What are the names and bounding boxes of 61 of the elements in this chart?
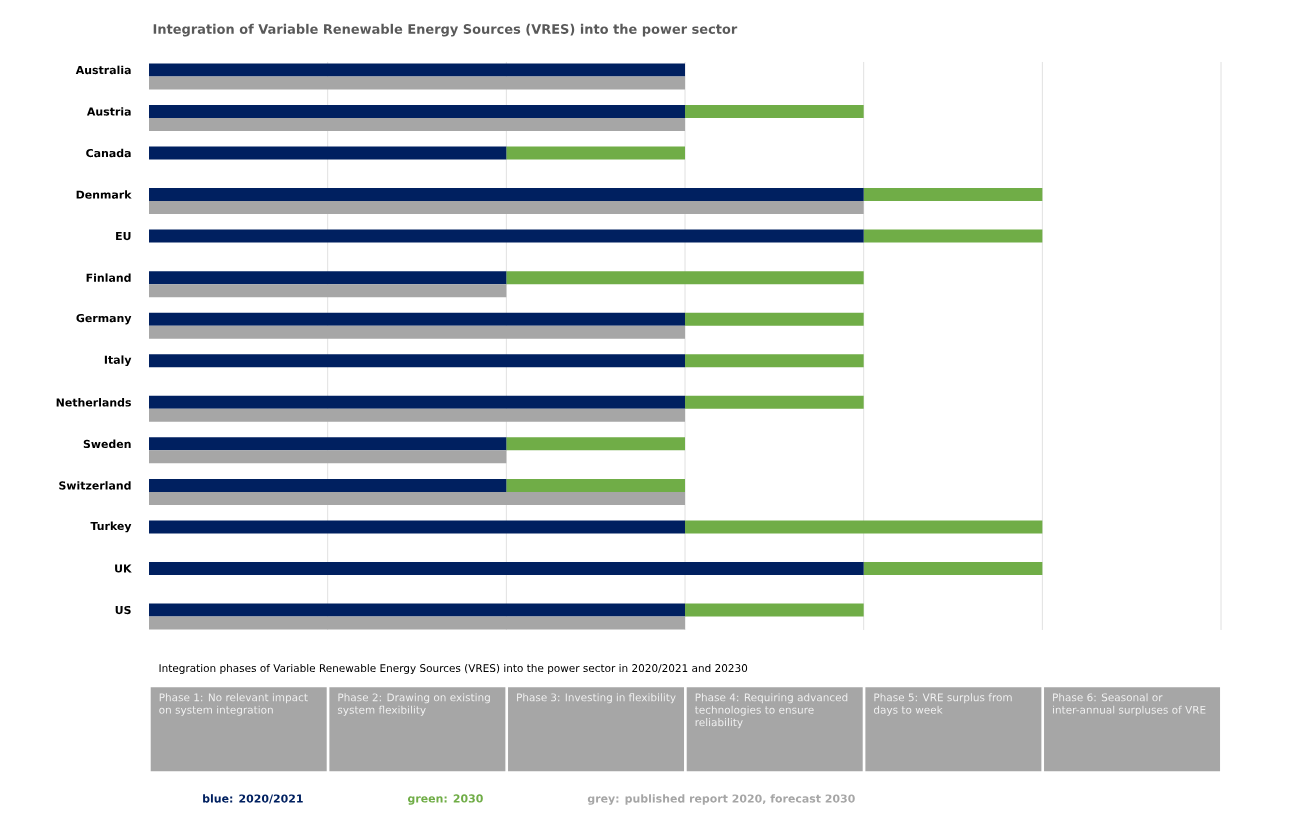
bar bbox=[149, 408, 686, 422]
y-tick-label: Denmark bbox=[76, 190, 132, 199]
text: grey: published report 2020, forecast 2030 bbox=[587, 794, 855, 805]
bar bbox=[685, 104, 864, 118]
y-tick-label: Turkey bbox=[90, 521, 132, 533]
bar bbox=[863, 562, 1043, 575]
text: Phase 1: No relevant impact on system integration bbox=[159, 693, 308, 716]
bar bbox=[149, 395, 686, 409]
y-tick-label: EU bbox=[116, 232, 131, 241]
bar bbox=[863, 188, 1043, 202]
bar bbox=[149, 603, 686, 617]
bar bbox=[149, 63, 686, 77]
bar bbox=[149, 104, 686, 118]
y-tick-label: US bbox=[115, 605, 131, 615]
bar bbox=[685, 354, 864, 368]
text: Phase 4: Requiring advanced technologies to ensure reliability bbox=[694, 693, 848, 729]
bar bbox=[149, 437, 507, 451]
bar bbox=[506, 146, 686, 160]
text: Phase 3: Investing in flexibility bbox=[517, 693, 676, 704]
bar bbox=[149, 354, 686, 368]
y-tick-label: Finland bbox=[86, 273, 131, 282]
text: Phase 6: Seasonal or inter-annual surpluses of VRE bbox=[1053, 693, 1206, 716]
bar bbox=[149, 325, 686, 339]
bar bbox=[149, 201, 864, 215]
bar bbox=[149, 271, 507, 285]
bar bbox=[149, 520, 686, 534]
text: green: 2030 bbox=[407, 794, 483, 805]
bar bbox=[685, 603, 864, 617]
bar bbox=[149, 229, 864, 243]
chart-title: Integration of Variable Renewable Energy Sources (VRES) into the power sector bbox=[153, 23, 738, 37]
bar bbox=[149, 491, 686, 505]
bar bbox=[149, 312, 686, 326]
bar bbox=[685, 520, 1043, 534]
y-tick-label: Australia bbox=[75, 65, 131, 75]
x-axis-title: Integration phases of Variable Renewable Energy Sources (VRES) into the power sector in 2020/2021 and 20230 bbox=[159, 663, 748, 675]
bar bbox=[685, 395, 864, 409]
bar bbox=[149, 76, 686, 90]
text: Phase 2: Drawing on existing system flexibility bbox=[337, 693, 490, 716]
bar bbox=[506, 478, 686, 492]
bar bbox=[149, 146, 507, 160]
y-tick-label: Sweden bbox=[83, 439, 131, 449]
y-tick-label: Austria bbox=[86, 107, 131, 116]
bar bbox=[149, 478, 507, 492]
y-tick-label: UK bbox=[115, 564, 132, 573]
bar bbox=[149, 117, 686, 131]
y-tick-label: Germany bbox=[76, 313, 132, 325]
text: blue: 2020/2021 bbox=[203, 794, 303, 804]
bar bbox=[149, 562, 864, 575]
bar bbox=[149, 616, 686, 630]
bar bbox=[506, 437, 686, 451]
bar bbox=[506, 271, 864, 285]
bar bbox=[149, 450, 507, 464]
y-tick-label: Switzerland bbox=[59, 481, 131, 490]
bar bbox=[149, 284, 507, 298]
y-tick-label: Italy bbox=[104, 355, 132, 367]
y-tick-label: Netherlands bbox=[56, 398, 131, 407]
bar bbox=[149, 188, 864, 202]
bar bbox=[863, 229, 1043, 243]
y-tick-label: Canada bbox=[86, 148, 131, 158]
bar bbox=[685, 312, 864, 326]
text: Phase 5: VRE surplus from days to week bbox=[873, 693, 1012, 716]
